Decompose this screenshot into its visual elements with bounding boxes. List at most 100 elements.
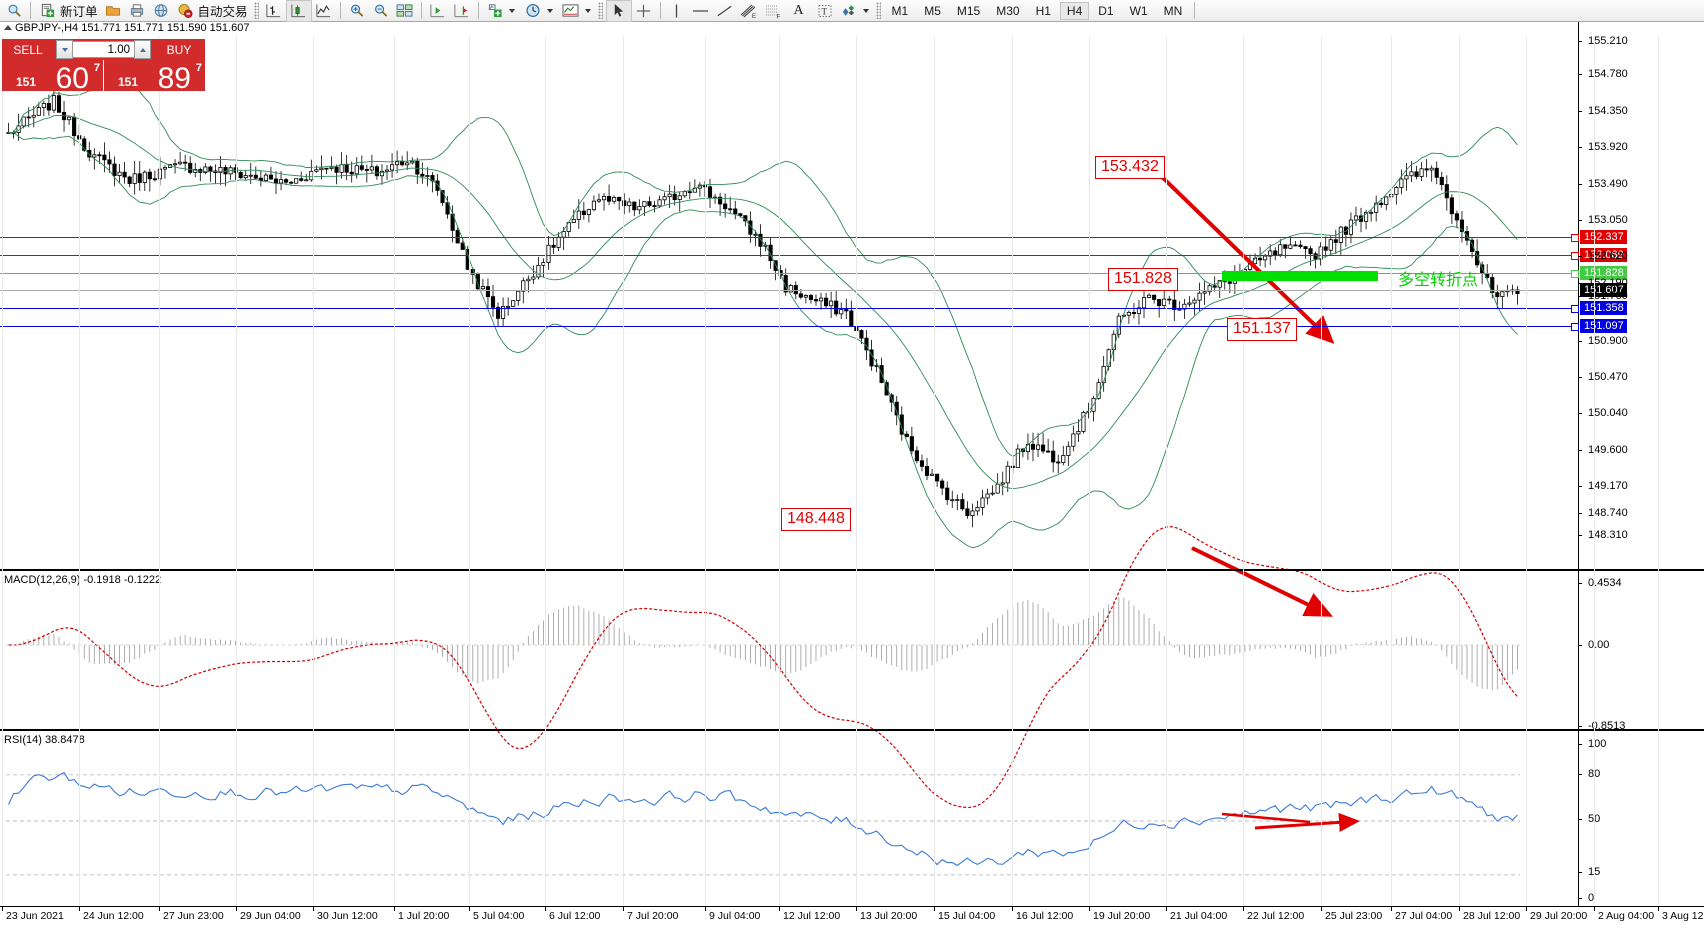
time-tick-mark [1391, 907, 1392, 911]
collapse-triangle-icon[interactable] [4, 25, 12, 30]
price-level-line[interactable] [0, 308, 1578, 309]
toolbar-grip[interactable] [253, 2, 259, 19]
price-tick-mark [1578, 111, 1582, 112]
price-tick-mark [1578, 341, 1582, 342]
line-chart-icon[interactable] [312, 1, 336, 21]
buy-price-main: 89 [157, 62, 191, 95]
toolbar-divider-4 [477, 2, 479, 19]
printer-icon[interactable] [125, 1, 149, 21]
timeframe-d1[interactable]: D1 [1098, 3, 1114, 18]
cursor-icon[interactable] [605, 0, 632, 22]
trendline-icon[interactable] [713, 1, 737, 21]
price-tick-mark [1578, 819, 1582, 820]
price-tick-mark [1578, 898, 1582, 899]
period-icon[interactable] [521, 1, 545, 21]
price-level-line[interactable] [0, 237, 1578, 238]
price-level-handle[interactable] [1571, 323, 1579, 331]
one-click-trading-panel[interactable]: SELL 1.00 BUY 151 60 7 151 89 7 [2, 39, 205, 95]
time-tick-mark [236, 907, 237, 911]
timeframe-h1[interactable]: H1 [1035, 3, 1051, 18]
shapes-dropdown-icon[interactable] [862, 8, 869, 13]
timeframe-m15[interactable]: M15 [956, 3, 981, 18]
period-dropdown-icon[interactable] [546, 8, 553, 13]
mid-price-label[interactable]: 151.828 [1108, 268, 1178, 291]
price-level-handle[interactable] [1571, 305, 1579, 313]
zoom-icon[interactable] [2, 1, 26, 21]
new-order-icon[interactable] [35, 1, 59, 21]
price-level-line[interactable] [0, 255, 1578, 256]
timeframe-mn[interactable]: MN [1163, 3, 1183, 18]
candlestick-icon[interactable] [285, 0, 312, 22]
volume-increment-button[interactable] [134, 40, 151, 59]
time-gridline [1594, 36, 1595, 906]
price-level-line[interactable] [0, 273, 1578, 274]
time-tick-label: 23 Jun 2021 [6, 910, 64, 922]
shift-end-icon[interactable] [450, 1, 474, 21]
time-gridline [1658, 36, 1659, 906]
high-price-label[interactable]: 153.432 [1095, 156, 1165, 179]
time-tick-mark [1089, 907, 1090, 911]
volume-decrement-button[interactable] [56, 40, 73, 59]
support-zone-highlight[interactable] [1222, 271, 1378, 281]
crosshair-icon[interactable] [632, 1, 656, 21]
sell-price[interactable]: 151 60 7 [2, 60, 104, 94]
volume-control[interactable]: 1.00 [54, 39, 153, 60]
globe-icon[interactable] [149, 1, 173, 21]
hline-icon[interactable] [689, 1, 713, 21]
shift-icon[interactable] [426, 1, 450, 21]
time-tick-label: 1 Jul 20:00 [398, 910, 450, 922]
reversal-note[interactable]: 多空转折点 [1398, 270, 1479, 289]
text-icon[interactable]: A [793, 2, 804, 18]
equidistant-channel-icon[interactable]: E [737, 1, 761, 21]
time-tick-mark [779, 907, 780, 911]
timeframe-m30[interactable]: M30 [996, 3, 1020, 18]
price-level-line[interactable] [0, 326, 1578, 327]
price-tick-mark [1578, 726, 1582, 727]
buy-price[interactable]: 151 89 7 [104, 60, 205, 95]
volume-input[interactable]: 1.00 [73, 41, 134, 58]
bar-chart-icon[interactable] [262, 1, 286, 21]
timeframe-w1[interactable]: W1 [1129, 3, 1148, 18]
data-window-icon[interactable] [393, 1, 417, 21]
symbol-info-text: GBPJPY-,H4 151.771 151.771 151.590 151.6… [15, 22, 250, 34]
vline-icon[interactable] [665, 1, 689, 21]
templates-icon[interactable] [559, 1, 583, 21]
buy-button[interactable]: BUY [153, 39, 205, 60]
label-icon[interactable]: T [813, 1, 837, 21]
time-tick-mark [313, 907, 314, 911]
price-tick-mark [1578, 583, 1582, 584]
svg-text:F: F [776, 14, 780, 19]
timeframe-m5[interactable]: M5 [924, 3, 941, 18]
price-tick-mark [1578, 645, 1582, 646]
new-order-label[interactable]: 新订单 [60, 5, 98, 19]
timeframe-h4[interactable]: H4 [1059, 1, 1090, 20]
autotrading-label[interactable]: 自动交易 [197, 5, 248, 19]
low-price-label[interactable]: 148.448 [781, 508, 851, 531]
time-gridline [1459, 36, 1460, 906]
price-level-handle[interactable] [1571, 234, 1579, 242]
toolbar-grip-2[interactable] [597, 2, 603, 19]
target-price-label[interactable]: 151.137 [1227, 318, 1297, 341]
price-tick-label: 150.040 [1588, 407, 1628, 419]
zoom-out-icon[interactable] [369, 1, 393, 21]
price-level-handle[interactable] [1571, 270, 1579, 278]
toolbar-grip-3[interactable] [875, 2, 881, 19]
price-tick-label: 100 [1588, 738, 1607, 750]
indicators-dropdown-icon[interactable] [508, 8, 515, 13]
main-toolbar: 新订单 自动交易 [0, 0, 1704, 22]
timeframe-m1[interactable]: M1 [891, 3, 909, 18]
fibonacci-icon[interactable]: F [761, 1, 785, 21]
price-tick-mark [1578, 377, 1582, 378]
zoom-in-icon[interactable] [345, 1, 369, 21]
time-gridline [1321, 36, 1322, 906]
price-level-line[interactable] [0, 290, 1578, 291]
sell-button[interactable]: SELL [2, 39, 54, 60]
time-gridline [1526, 36, 1527, 906]
time-tick-mark [1594, 907, 1595, 911]
indicators-icon[interactable] [483, 1, 507, 21]
folder-icon[interactable] [101, 1, 125, 21]
autotrading-icon[interactable] [173, 1, 197, 21]
templates-dropdown-icon[interactable] [584, 8, 591, 13]
shapes-icon[interactable] [837, 1, 861, 21]
